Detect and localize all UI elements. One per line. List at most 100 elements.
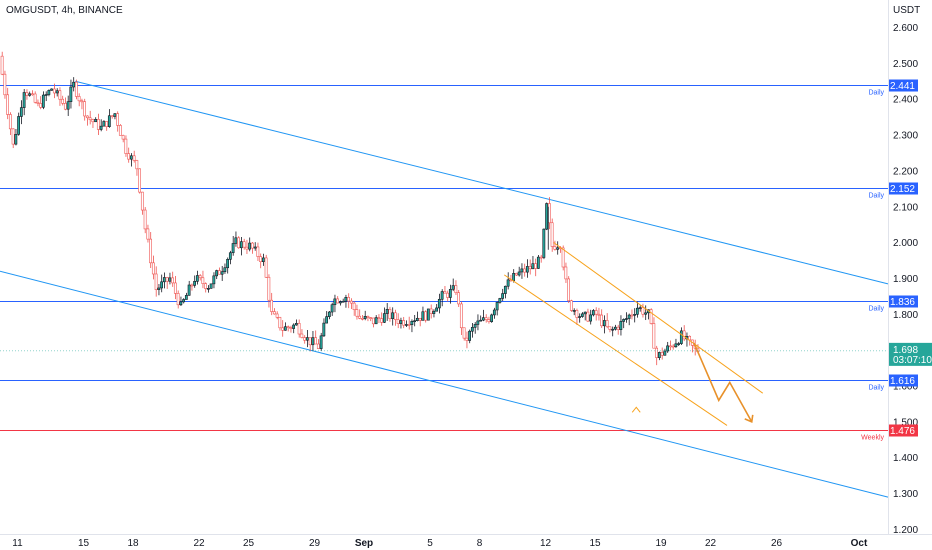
channel-line-lower[interactable] [0, 270, 889, 498]
candle [410, 321, 414, 325]
candle [465, 337, 469, 341]
candle [363, 316, 367, 319]
candle [278, 316, 282, 329]
candle [393, 312, 397, 320]
caret-mark [631, 406, 641, 413]
candle [248, 242, 252, 250]
candle [523, 268, 527, 273]
candle [338, 301, 342, 304]
candle [168, 277, 172, 282]
candle [382, 313, 386, 323]
candle [132, 155, 136, 161]
candle [512, 273, 516, 281]
candle [223, 267, 227, 273]
candle [586, 311, 590, 322]
candle [635, 307, 639, 315]
candle [424, 311, 428, 321]
candle [479, 319, 483, 322]
candle [44, 94, 48, 96]
candle [281, 327, 285, 331]
bear-channel-lower[interactable] [503, 274, 728, 426]
bear-channel-upper[interactable] [553, 242, 764, 394]
price-axis-currency: USDT [893, 5, 921, 16]
candle [594, 310, 598, 315]
candle [380, 318, 384, 323]
candle [193, 281, 197, 286]
candle [655, 347, 659, 358]
price-tick-label: 2.400 [893, 95, 918, 106]
candle [99, 125, 103, 130]
candle [528, 266, 532, 270]
candle [355, 309, 359, 317]
candle [525, 266, 529, 273]
candle [605, 320, 609, 328]
candle [627, 314, 631, 319]
candle [69, 86, 73, 102]
candle [72, 81, 76, 88]
candle [0, 55, 4, 75]
candle-countdown: 03:07:10 [893, 355, 932, 366]
candle [668, 345, 672, 348]
candle [190, 284, 194, 287]
candle [514, 273, 518, 276]
candle [242, 241, 246, 248]
candle [457, 292, 461, 305]
candle [201, 277, 205, 284]
horizontal-levels: Daily Daily Daily Daily Weekly [0, 85, 888, 442]
candle [17, 116, 21, 135]
level-timeframe-label: Daily [868, 193, 884, 200]
candle [644, 312, 648, 315]
candle [127, 153, 131, 160]
candle [649, 309, 653, 324]
candle [619, 321, 623, 330]
candle [517, 271, 521, 276]
projected-path[interactable] [693, 342, 753, 423]
candle [30, 93, 34, 96]
candle [187, 284, 191, 296]
candle [124, 138, 128, 154]
candle [371, 317, 375, 325]
candle [212, 275, 216, 285]
time-tick-label: Sep [355, 538, 373, 549]
candle [157, 287, 161, 290]
candle [429, 308, 433, 314]
candle [616, 326, 620, 330]
level-price-text: 2.441 [890, 81, 915, 92]
price-tick-label: 2.500 [893, 59, 918, 70]
time-tick-label: 19 [655, 538, 667, 549]
candle [80, 100, 84, 103]
candle [597, 313, 601, 316]
candle [448, 288, 452, 298]
channel-line-upper[interactable] [75, 80, 889, 285]
candle [377, 317, 381, 319]
candle [217, 270, 221, 275]
candle [259, 256, 263, 263]
candle [231, 243, 235, 254]
candle [344, 297, 348, 302]
candle [459, 303, 463, 329]
candle [564, 266, 568, 280]
candle [39, 103, 43, 108]
candle [481, 317, 485, 321]
candle [660, 352, 664, 356]
candle [88, 117, 92, 121]
candle [25, 92, 29, 96]
candle [542, 228, 546, 258]
candle [234, 237, 238, 244]
candle [487, 319, 491, 322]
candle [22, 92, 26, 108]
candle [580, 313, 584, 317]
candle [135, 160, 139, 170]
level-price-tag [889, 424, 918, 437]
candle [468, 330, 472, 341]
time-tick-label: 8 [477, 538, 483, 549]
candle [250, 242, 254, 249]
candle [305, 337, 309, 341]
candle [264, 257, 268, 278]
price-tick-label: 2.300 [893, 131, 918, 142]
candle [498, 298, 502, 303]
price-tick-label: 2.000 [893, 238, 918, 249]
price-tick-label: 1.800 [893, 310, 918, 321]
candle [531, 263, 535, 270]
